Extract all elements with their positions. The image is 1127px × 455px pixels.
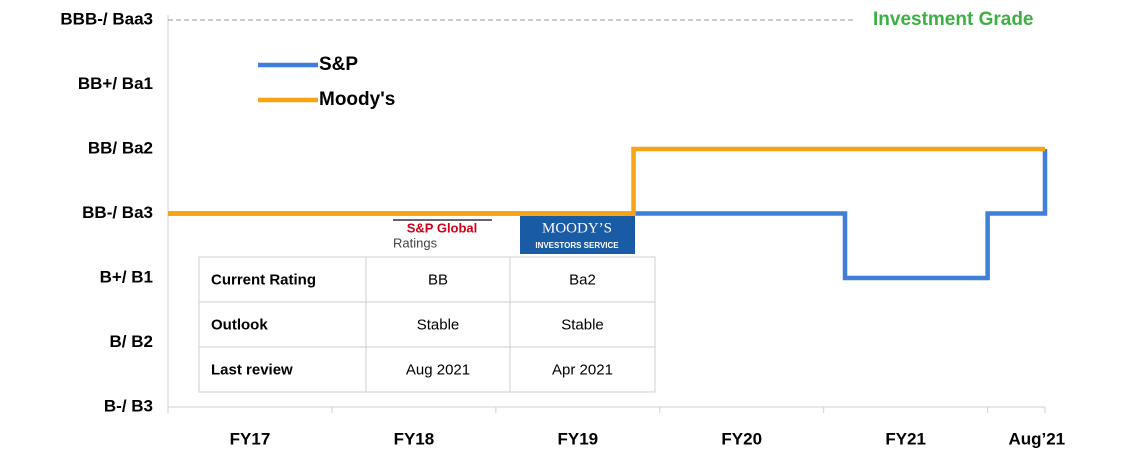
y-tick-label: B/ B2 [110, 332, 153, 351]
series-line [168, 146, 1045, 216]
row-label: Outlook [211, 316, 268, 333]
x-tick-label: Aug’21 [1008, 429, 1065, 448]
row-label: Current Rating [211, 271, 316, 288]
logo-moodys-sub: INVESTORS SERVICE [535, 241, 619, 250]
x-tick-label: FY18 [394, 429, 435, 448]
logos: S&P Global Ratings MOODY’S INVESTORS SER… [393, 216, 635, 254]
table-bg [198, 256, 656, 393]
y-tick-label: B+/ B1 [100, 267, 153, 286]
cell: Stable [561, 316, 604, 333]
reference-label: Investment Grade [873, 9, 1034, 30]
cell: Ba2 [569, 271, 596, 288]
logo-moodys: MOODY’S [542, 220, 612, 236]
logo-sp-sub: Ratings [393, 235, 438, 250]
y-tick-label: B-/ B3 [104, 396, 153, 415]
x-tick-label: FY17 [230, 429, 271, 448]
legend-label: Moody's [319, 89, 395, 110]
rating-table: Current Rating BB Ba2 Outlook Stable Stable La… [198, 256, 656, 393]
row-label: Last review [211, 361, 293, 378]
y-tick-label: BB/ Ba2 [88, 138, 153, 157]
cell: Stable [417, 316, 460, 333]
cell: BB [428, 271, 448, 288]
legend-label: S&P [319, 54, 358, 75]
y-tick-label: BBB-/ Baa3 [60, 9, 153, 28]
x-tick-label: FY20 [721, 429, 762, 448]
y-tick-label: BB+/ Ba1 [78, 74, 153, 93]
x-tick-label: FY19 [557, 429, 598, 448]
series-line [168, 149, 1048, 281]
cell: Apr 2021 [552, 361, 613, 378]
logo-moodys-box [520, 216, 635, 254]
logo-sp: S&P Global [407, 220, 478, 235]
y-tick-label: BB-/ Ba3 [82, 203, 153, 222]
cell: Aug 2021 [406, 361, 470, 378]
x-tick-label: FY21 [885, 429, 926, 448]
